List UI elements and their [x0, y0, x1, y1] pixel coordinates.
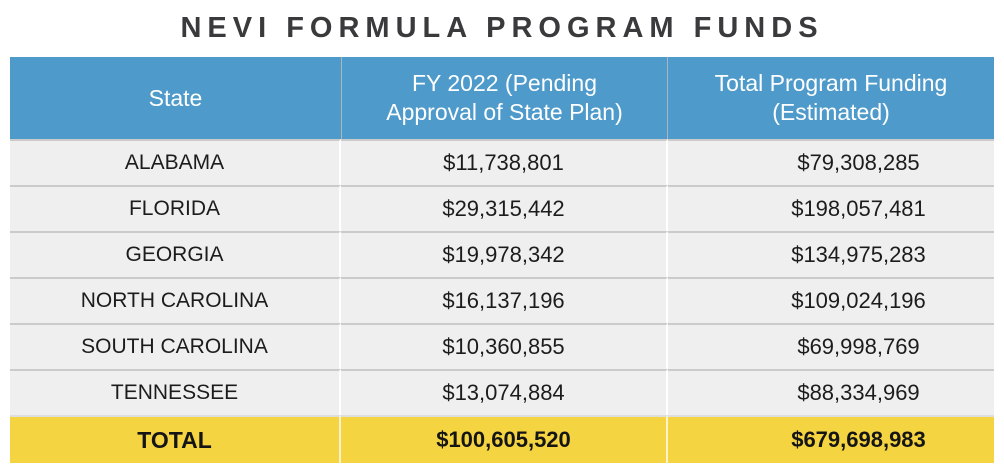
table-row-tennessee-state: TENNESSEE	[10, 369, 341, 415]
table-row-north-carolina-fy2022: $16,137,196	[341, 277, 668, 323]
table-row-alabama-total: $79,308,285	[668, 139, 994, 185]
table-row-georgia-state: GEORGIA	[10, 231, 341, 277]
total-row-fy2022-amount: $100,605,520	[341, 415, 668, 463]
table-row-north-carolina-state: NORTH CAROLINA	[10, 277, 341, 323]
page-title: NEVI FORMULA PROGRAM FUNDS	[180, 12, 824, 44]
table-row-south-carolina-fy2022: $10,360,855	[341, 323, 668, 369]
table-row-florida-fy2022: $29,315,442	[341, 185, 668, 231]
nevi-funds-table: State FY 2022 (Pending Approval of State…	[10, 57, 994, 463]
table-row-south-carolina-total: $69,998,769	[668, 323, 994, 369]
table-row-georgia-fy2022: $19,978,342	[341, 231, 668, 277]
table-row-alabama-state: ALABAMA	[10, 139, 341, 185]
table-row-georgia-total: $134,975,283	[668, 231, 994, 277]
table-row-north-carolina-total: $109,024,196	[668, 277, 994, 323]
table-row-south-carolina-state: SOUTH CAROLINA	[10, 323, 341, 369]
column-header-total-funding: Total Program Funding (Estimated)	[668, 57, 994, 139]
table-row-alabama-fy2022: $11,738,801	[341, 139, 668, 185]
column-header-state: State	[10, 57, 341, 139]
table-row-tennessee-total: $88,334,969	[668, 369, 994, 415]
total-row-label: TOTAL	[10, 415, 341, 463]
total-row-total-amount: $679,698,983	[668, 415, 994, 463]
table-row-tennessee-fy2022: $13,074,884	[341, 369, 668, 415]
table-row-florida-state: FLORIDA	[10, 185, 341, 231]
table-row-florida-total: $198,057,481	[668, 185, 994, 231]
column-header-fy2022: FY 2022 (Pending Approval of State Plan)	[341, 57, 668, 139]
